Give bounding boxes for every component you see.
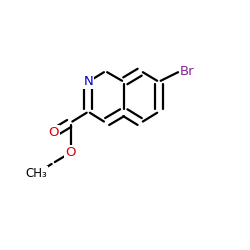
Text: Br: Br — [180, 65, 194, 78]
Text: O: O — [48, 126, 58, 140]
Text: O: O — [66, 146, 76, 159]
Text: N: N — [84, 75, 93, 88]
Text: CH₃: CH₃ — [25, 167, 46, 180]
